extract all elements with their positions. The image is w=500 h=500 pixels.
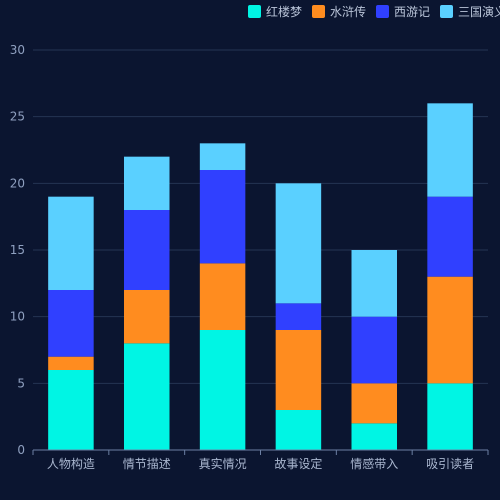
bar-segment xyxy=(124,210,170,290)
bar-segment xyxy=(48,370,94,450)
legend-item[interactable]: 红楼梦 xyxy=(248,3,302,20)
bar-segment xyxy=(275,183,322,304)
legend-item[interactable]: 水浒传 xyxy=(312,3,366,20)
bar-segment xyxy=(199,143,246,170)
bar-segment xyxy=(351,250,397,317)
legend-swatch xyxy=(440,5,454,18)
bar-segment xyxy=(427,103,473,197)
bar-segment xyxy=(48,290,94,357)
x-tick-label: 吸引读者 xyxy=(426,457,474,471)
bar-segment xyxy=(124,156,170,210)
bar-segment xyxy=(199,170,246,264)
legend-swatch xyxy=(376,5,390,18)
x-tick-label: 情感带入 xyxy=(350,456,398,471)
y-tick-label: 20 xyxy=(10,176,25,190)
bar-segment xyxy=(275,303,322,330)
bar-segment xyxy=(427,276,473,384)
bar-segment xyxy=(427,383,473,450)
bar-segment xyxy=(199,263,246,330)
bar-segment xyxy=(48,196,94,290)
legend-label: 水浒传 xyxy=(330,5,367,19)
bar-segment xyxy=(351,383,397,424)
legend-label: 三国演义 xyxy=(458,5,500,19)
y-tick-label: 10 xyxy=(10,310,25,324)
x-tick-label: 真实情况 xyxy=(199,456,247,471)
y-tick-label: 0 xyxy=(17,443,25,457)
legend-item[interactable]: 西游记 xyxy=(376,3,430,20)
bar-segment xyxy=(275,410,322,450)
x-tick-label: 故事设定 xyxy=(274,456,322,471)
chart-legend: 红楼梦 水浒传 西游记 三国演义 xyxy=(248,3,500,20)
bar-segment xyxy=(48,356,94,370)
legend-label: 西游记 xyxy=(394,5,431,19)
y-tick-label: 25 xyxy=(10,110,25,124)
x-tick-label: 人物构造 xyxy=(47,456,95,471)
bar-segment xyxy=(351,316,397,384)
legend-swatch xyxy=(248,5,261,18)
legend-item[interactable]: 三国演义 xyxy=(440,3,500,20)
y-tick-label: 15 xyxy=(10,243,25,257)
bar-segment xyxy=(124,290,170,344)
bar-segment xyxy=(124,343,170,450)
y-tick-label: 5 xyxy=(17,376,25,390)
bar-segment xyxy=(275,330,322,410)
x-tick-label: 情节描述 xyxy=(123,457,171,471)
legend-label: 红楼梦 xyxy=(266,5,303,19)
bar-segment xyxy=(199,330,246,450)
bar-segment xyxy=(427,196,473,277)
legend-swatch xyxy=(312,5,326,18)
bar-segment xyxy=(351,423,397,450)
y-tick-label: 30 xyxy=(10,43,25,57)
